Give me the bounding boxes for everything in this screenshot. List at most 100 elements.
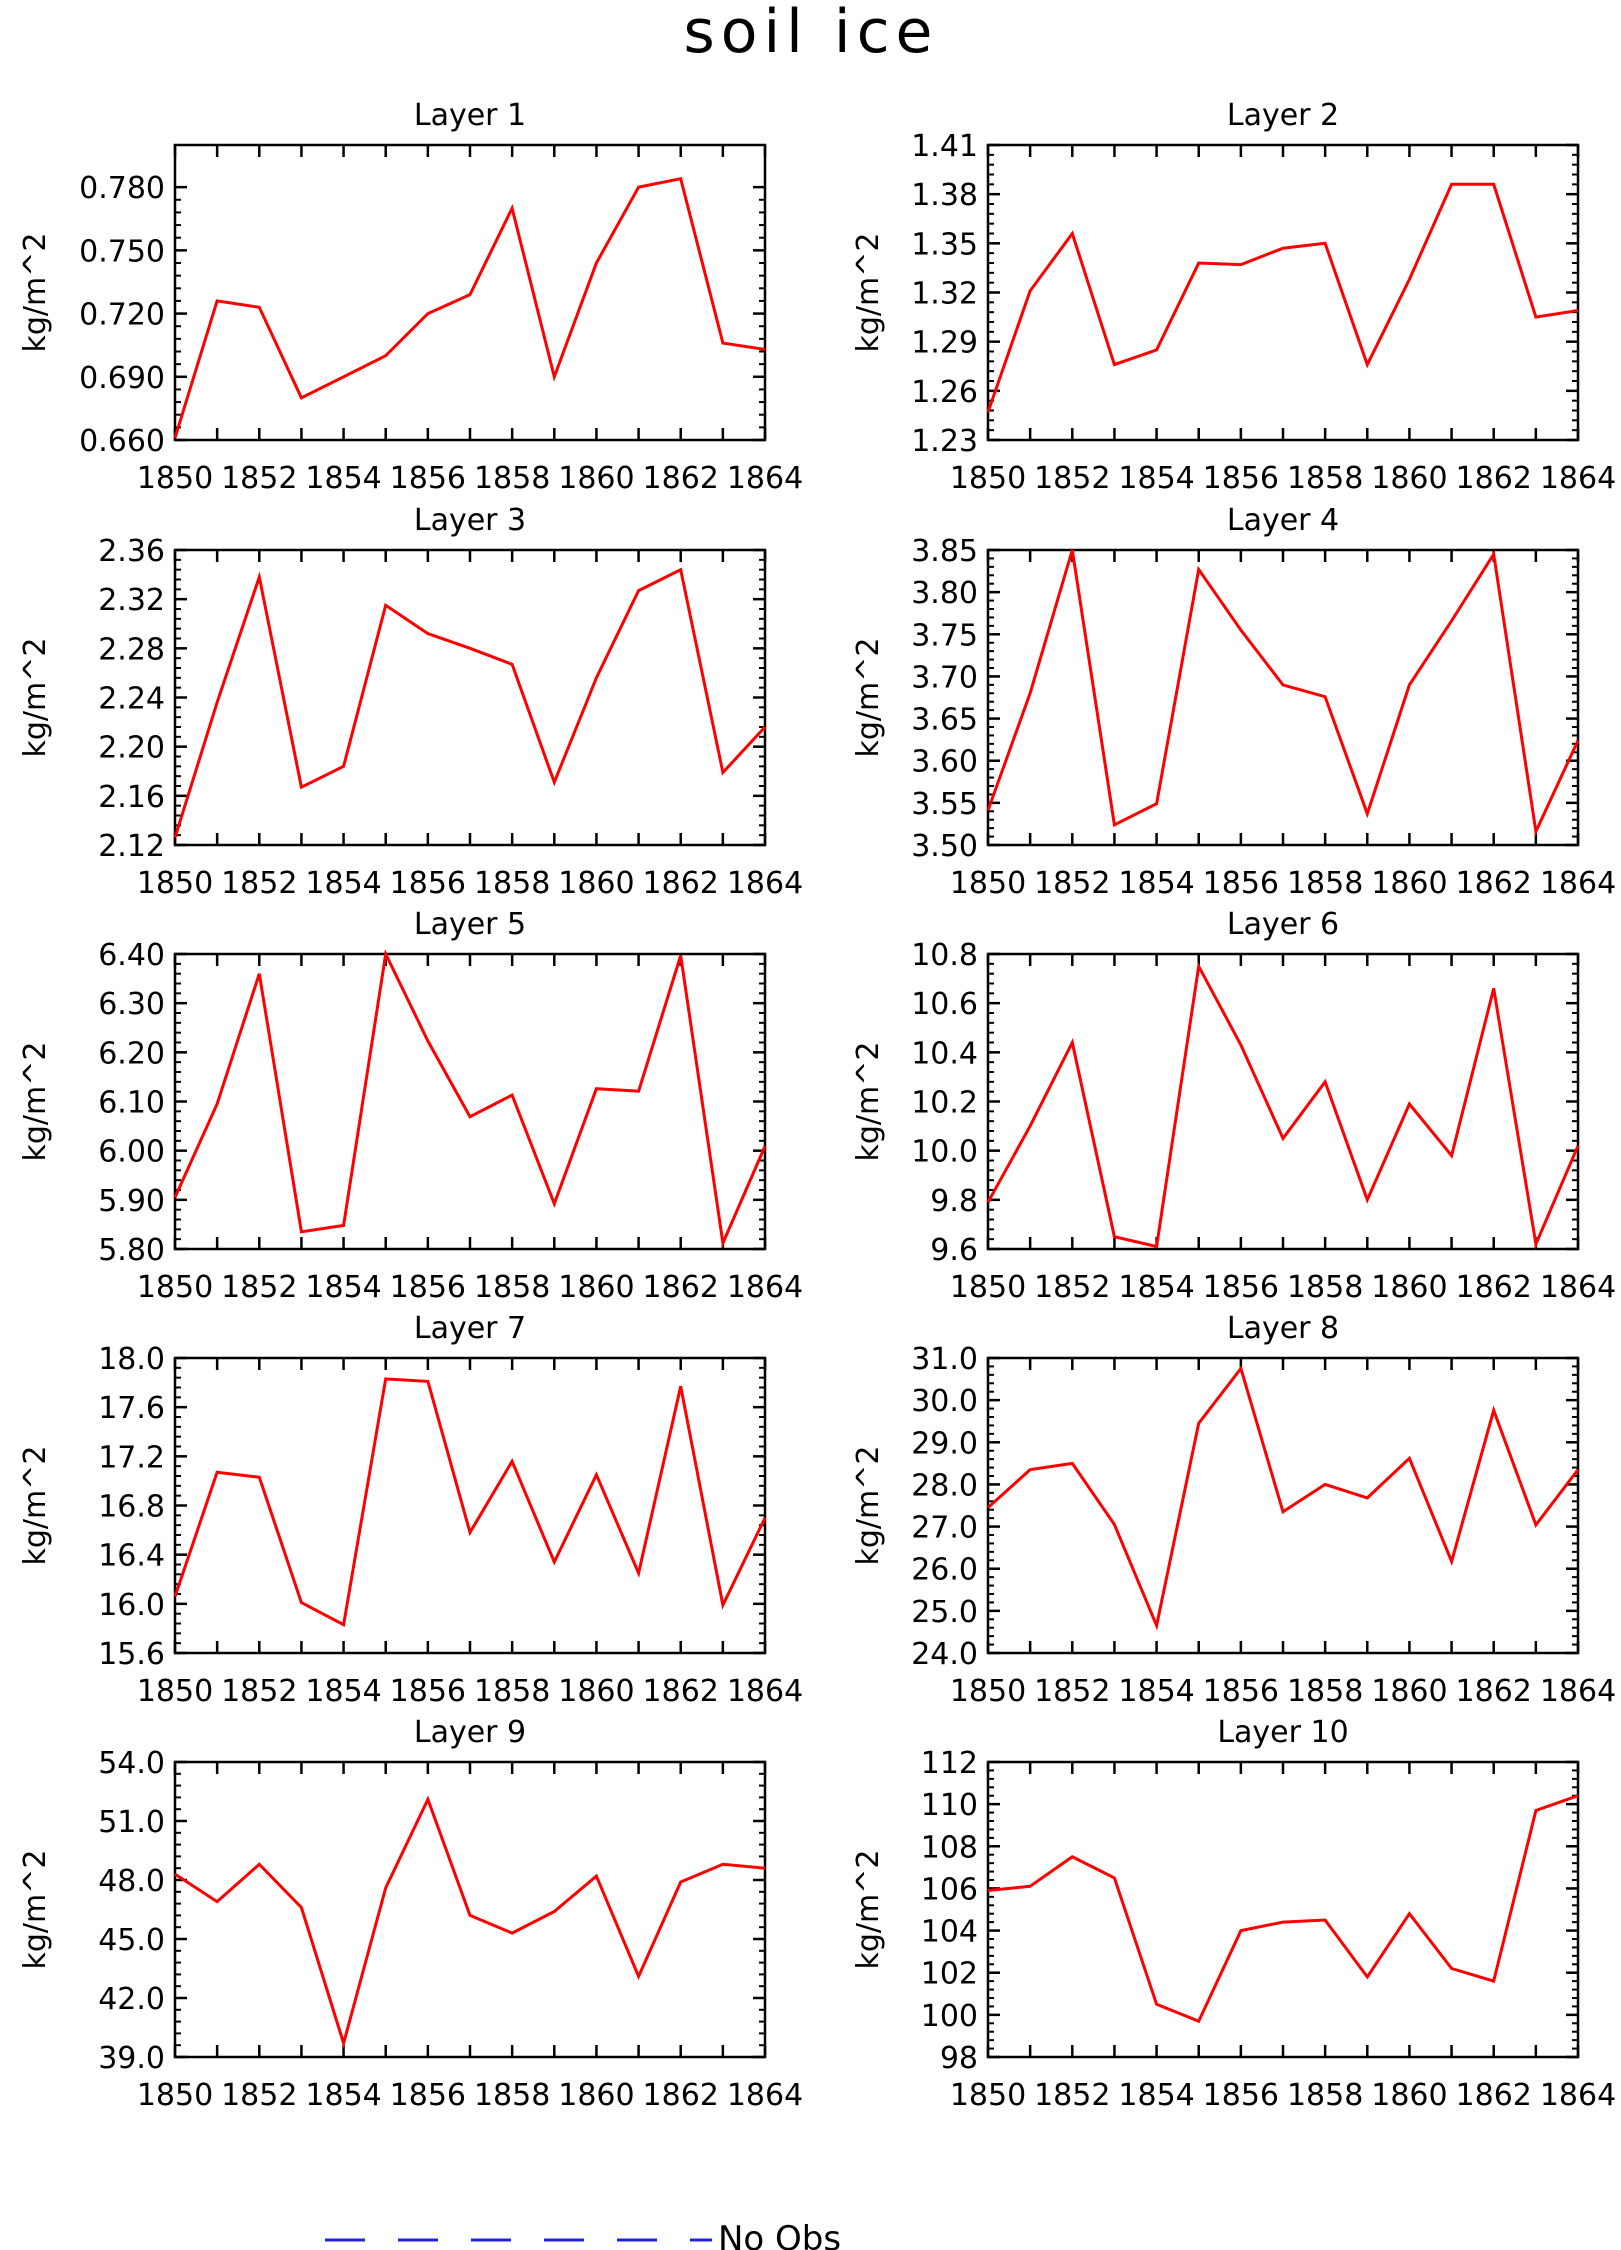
y-axis-label: kg/m^2	[18, 233, 53, 353]
y-tick-label: 51.0	[98, 1805, 165, 1840]
x-tick-label: 1850	[137, 1270, 213, 1305]
x-tick-label: 1862	[1456, 1674, 1532, 1709]
y-tick-label: 42.0	[98, 1982, 165, 2017]
y-tick-label: 39.0	[98, 2041, 165, 2076]
panel-8: 1850 1852 1854 1856 1858 1860 1862 1864 24.0 25.0…	[851, 1311, 1616, 1709]
x-tick-label: 1862	[1456, 1270, 1532, 1305]
x-tick-label: 1864	[1540, 2078, 1616, 2113]
panel-title: Layer 5	[414, 907, 526, 942]
x-tick-label: 1858	[1287, 2078, 1363, 2113]
series-line	[173, 176, 766, 439]
y-tick-label: 17.6	[98, 1391, 165, 1426]
y-tick-label: 10.6	[911, 987, 978, 1022]
y-axis-label: kg/m^2	[851, 233, 886, 353]
y-tick-label: 3.65	[911, 703, 978, 738]
panel-6: 1850 1852 1854 1856 1858 1860 1862 1864 9.6 9.8 10…	[851, 907, 1616, 1305]
x-tick-label: 1864	[1540, 1270, 1616, 1305]
x-tick-label: 1854	[305, 1270, 381, 1305]
x-tick-label: 1852	[221, 1674, 297, 1709]
x-tick-label: 1854	[1118, 2078, 1194, 2113]
series-line	[173, 1377, 767, 1627]
series-line	[986, 961, 1580, 1250]
x-tick-label: 1860	[1371, 866, 1447, 901]
x-tick-label: 1854	[305, 866, 381, 901]
y-tick-label: 16.0	[98, 1588, 165, 1623]
y-tick-label: 9.8	[930, 1184, 978, 1219]
x-tick-label: 1860	[1371, 2078, 1447, 2113]
x-tick-label: 1864	[1540, 1674, 1616, 1709]
plot-frame	[986, 1356, 1580, 1655]
panel-1: 1850 1852 1854 1856 1858 1860 1862 1864 0.660 0.6…	[18, 98, 803, 496]
y-tick-label: 106	[921, 1872, 978, 1907]
x-tick-label: 1854	[1118, 461, 1194, 496]
panel-title: Layer 2	[1227, 98, 1339, 133]
y-tick-label: 112	[921, 1746, 978, 1781]
y-tick-label: 110	[921, 1788, 978, 1823]
x-tick-label: 1862	[1456, 2078, 1532, 2113]
x-tick-label: 1864	[1540, 866, 1616, 901]
panel-title: Layer 1	[414, 98, 526, 133]
y-tick-label: 1.38	[911, 178, 978, 213]
x-tick-label: 1852	[221, 2078, 297, 2113]
series-line	[986, 549, 1580, 837]
y-tick-label: 102	[921, 1957, 978, 1992]
x-tick-label: 1858	[1287, 1270, 1363, 1305]
y-tick-label: 6.10	[98, 1086, 165, 1121]
plot-frame	[986, 952, 1580, 1251]
y-axis-label: kg/m^2	[18, 1042, 53, 1162]
y-tick-label: 6.00	[98, 1135, 165, 1170]
panel-9: 1850 1852 1854 1856 1858 1860 1862 1864 39.0 42.0…	[18, 1715, 803, 2113]
x-tick-label: 1852	[221, 1270, 297, 1305]
y-tick-label: 3.55	[911, 787, 978, 822]
y-tick-label: 3.50	[911, 829, 978, 864]
x-tick-label: 1864	[727, 1270, 803, 1305]
x-tick-label: 1852	[1034, 1270, 1110, 1305]
x-tick-label: 1860	[1371, 461, 1447, 496]
y-tick-label: 10.4	[911, 1036, 978, 1071]
y-tick-label: 2.28	[98, 632, 165, 667]
x-tick-label: 1852	[1034, 1674, 1110, 1709]
x-tick-label: 1858	[474, 866, 550, 901]
panel-10: 1850 1852 1854 1856 1858 1860 1862 1864 98 100 102…	[851, 1715, 1616, 2113]
series-line	[174, 1795, 766, 2049]
y-tick-label: 9.6	[930, 1233, 978, 1268]
y-tick-label: 3.75	[911, 618, 978, 653]
y-tick-label: 0.660	[79, 424, 165, 459]
y-tick-label: 0.750	[79, 234, 165, 269]
y-tick-label: 5.80	[98, 1233, 165, 1268]
x-tick-label: 1864	[727, 2078, 803, 2113]
x-tick-label: 1862	[1456, 461, 1532, 496]
y-tick-label: 45.0	[98, 1923, 165, 1958]
y-tick-label: 5.90	[98, 1184, 165, 1219]
y-tick-label: 1.35	[911, 227, 978, 262]
y-tick-label: 10.0	[911, 1135, 978, 1170]
x-tick-label: 1854	[1118, 1674, 1194, 1709]
panel-title: Layer 8	[1227, 1311, 1339, 1346]
x-tick-label: 1864	[727, 866, 803, 901]
x-tick-label: 1860	[1371, 1674, 1447, 1709]
y-axis-label: kg/m^2	[18, 1446, 53, 1566]
x-tick-label: 1858	[474, 461, 550, 496]
x-tick-label: 1856	[390, 866, 466, 901]
y-tick-label: 104	[921, 1915, 978, 1950]
x-tick-label: 1858	[474, 1270, 550, 1305]
x-tick-label: 1854	[305, 461, 381, 496]
y-tick-label: 24.0	[911, 1637, 978, 1672]
y-tick-label: 27.0	[911, 1511, 978, 1546]
y-tick-label: 25.0	[911, 1595, 978, 1630]
y-tick-label: 48.0	[98, 1864, 165, 1899]
panel-2: 1850 1852 1854 1856 1858 1860 1862 1864 1.23 1.26…	[851, 98, 1616, 496]
panel-4: 1850 1852 1854 1856 1858 1860 1862 1864 3.50 3.55…	[851, 503, 1616, 901]
y-tick-label: 3.70	[911, 660, 978, 695]
x-tick-label: 1850	[950, 2078, 1026, 2113]
x-tick-label: 1854	[305, 2078, 381, 2113]
x-tick-label: 1856	[390, 1270, 466, 1305]
panel-7: 1850 1852 1854 1856 1858 1860 1862 1864 15.6 16.0…	[18, 1311, 803, 1709]
plot-frame	[986, 1760, 1580, 2059]
plot-frame	[986, 548, 1580, 847]
series-line	[986, 1365, 1580, 1631]
y-tick-label: 98	[940, 2041, 978, 2076]
y-tick-label: 16.8	[98, 1490, 165, 1525]
x-tick-label: 1864	[727, 1674, 803, 1709]
